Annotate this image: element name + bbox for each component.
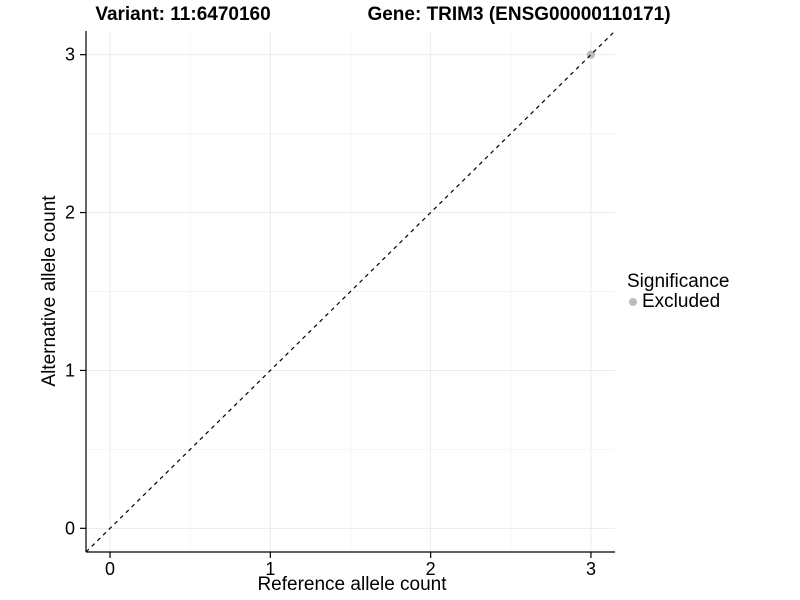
legend-item-excluded: Excluded [627,291,729,312]
legend-point-icon [629,297,637,306]
y-tick-label: 0 [65,518,75,538]
y-tick-label: 3 [65,45,75,65]
x-tick-label: 1 [265,559,275,579]
legend: Significance Excluded [627,271,730,312]
variant-title: Variant: 11:6470160 [95,4,271,25]
x-axis-title: Reference allele count [257,574,447,595]
identity-line [85,30,616,553]
x-tick-label: 3 [586,559,596,579]
y-tick-label: 2 [65,203,75,223]
x-tick-label: 2 [426,559,436,579]
x-tick-label: 0 [105,559,115,579]
legend-title: Significance [627,271,730,292]
y-axis-title: Alternative allele count [39,195,60,387]
legend-item-label: Excluded [642,291,721,312]
gene-title: Gene: TRIM3 (ENSG00000110171) [367,4,671,25]
y-tick-label: 1 [65,360,75,380]
